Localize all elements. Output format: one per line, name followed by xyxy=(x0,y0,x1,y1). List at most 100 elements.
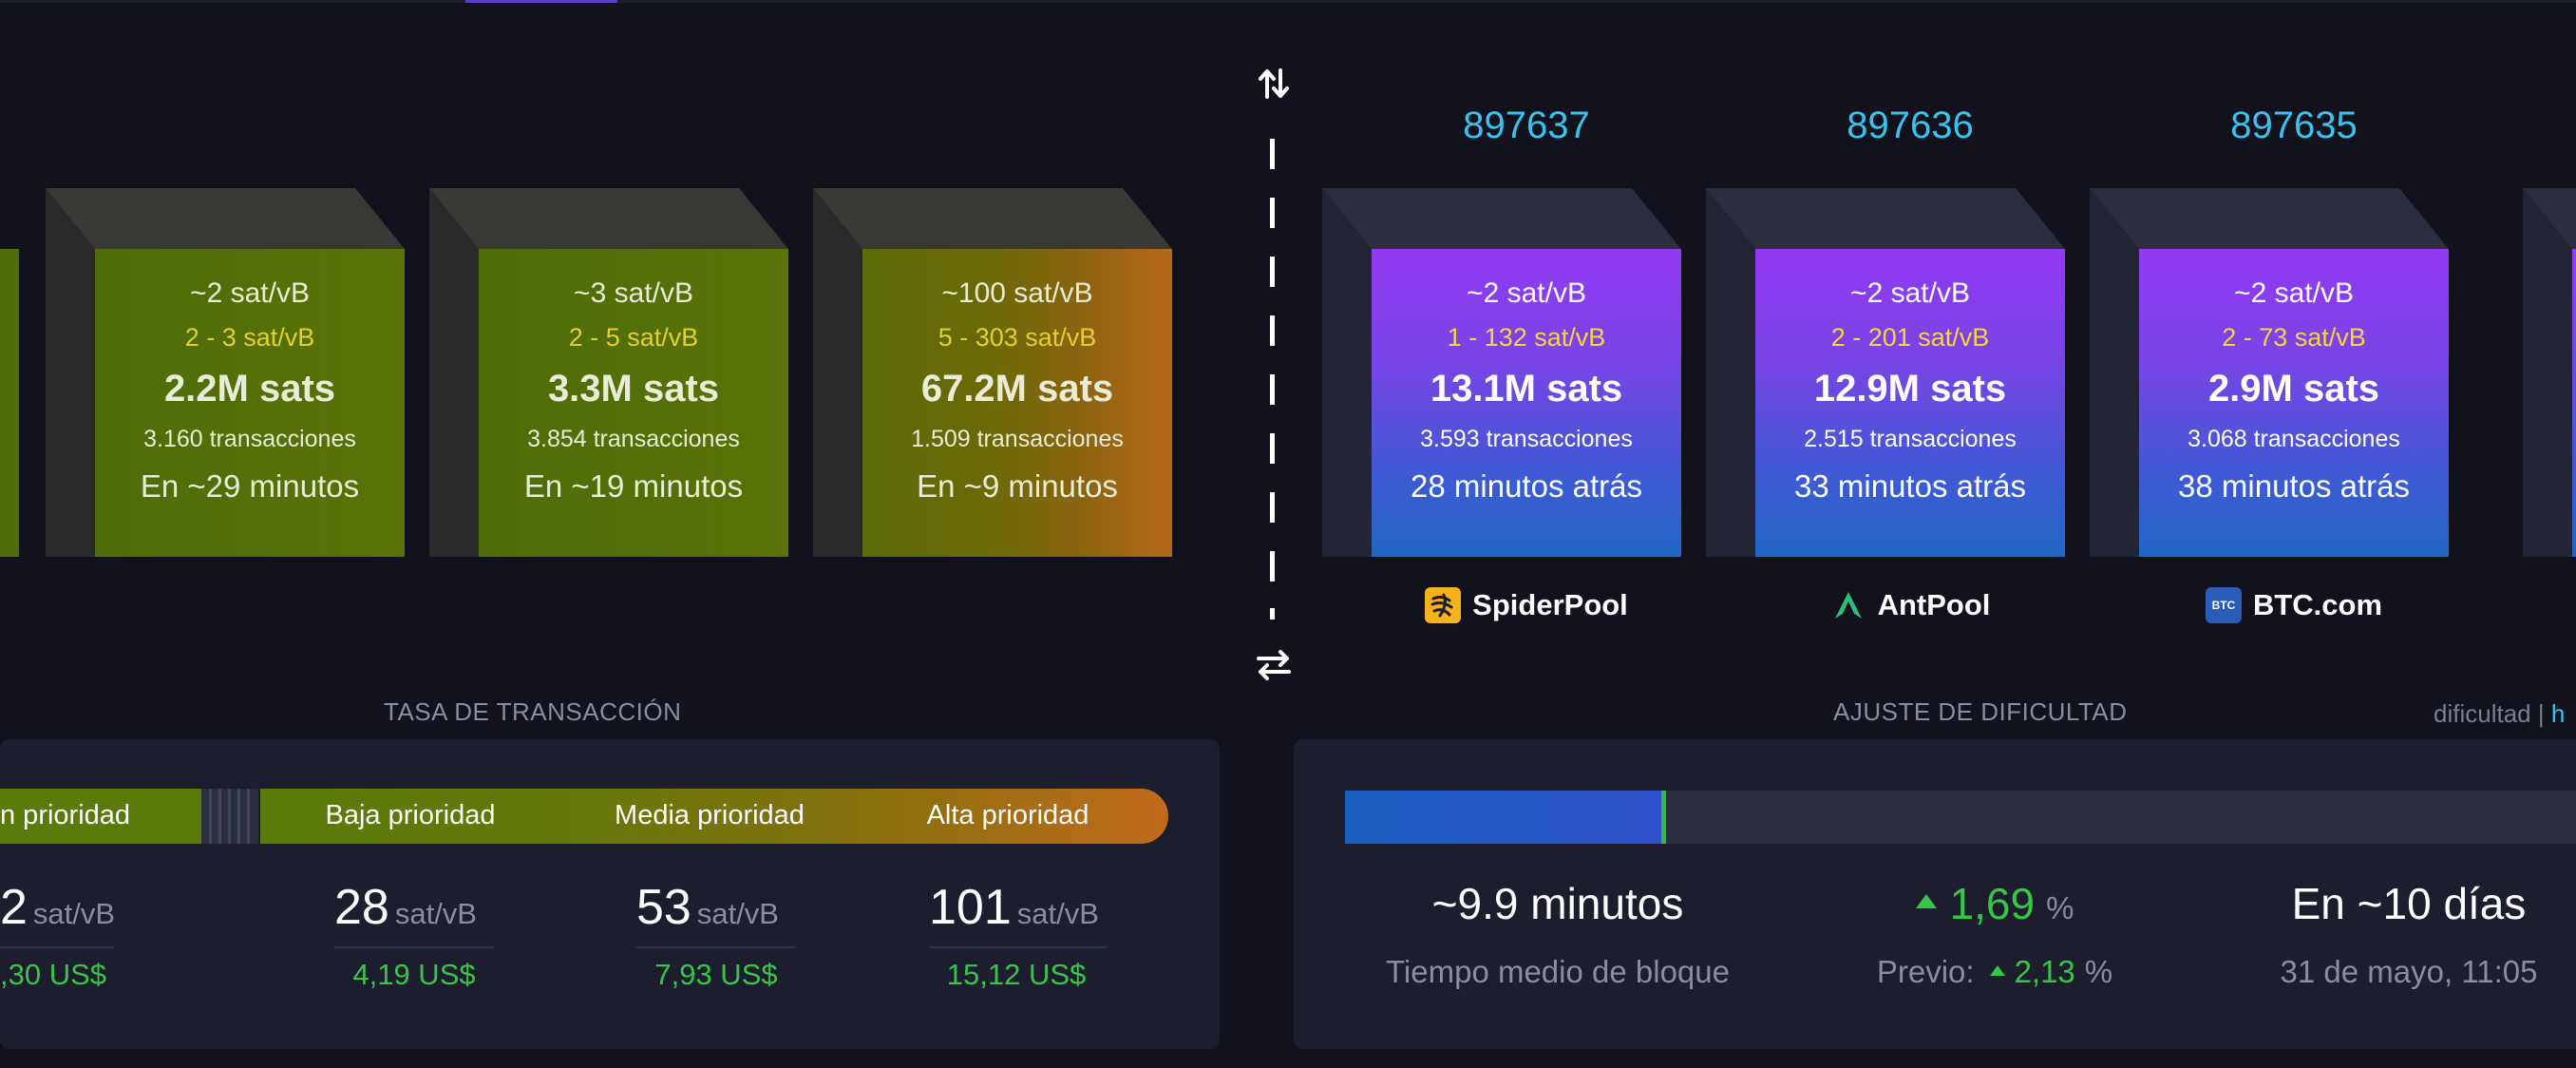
active-tab-indicator xyxy=(465,0,617,3)
fee-range: 5 - 303 sat/vB xyxy=(938,323,1097,352)
block-shading xyxy=(429,188,788,557)
mining-pool[interactable]: SpiderPool xyxy=(1372,587,1681,623)
priority-bar-gap xyxy=(201,789,258,844)
sort-arrows-icon[interactable] xyxy=(1255,65,1293,103)
block-size: 2.2M sats xyxy=(163,368,336,410)
tx-count: 3.593 transacciones xyxy=(1420,426,1633,452)
block-size: 12.9M sats xyxy=(1813,368,2007,410)
fee-unit: sat/vB xyxy=(32,897,116,930)
block-size: 3.3M sats xyxy=(547,368,720,410)
fee-number: 28 xyxy=(334,880,389,935)
difficulty-progress-marker xyxy=(1661,791,1666,844)
fee-range: 2 - 201 sat/vB xyxy=(1830,323,1990,352)
eta: En ~9 minutos xyxy=(917,468,1118,504)
mined-block[interactable]: ~2 sat/vB 1 - 132 sat/vB 13.1M sats 3.59… xyxy=(1322,188,1681,557)
fee-unit: sat/vB xyxy=(1016,897,1099,930)
fee-number: 2 xyxy=(0,880,28,935)
tx-count: 3.160 transacciones xyxy=(143,426,356,452)
median-fee: ~100 sat/vB xyxy=(941,277,1093,309)
fee-separator xyxy=(0,946,114,948)
previous-change: Previo: 2,13% xyxy=(1805,954,2185,990)
block-age: 28 minutos atrás xyxy=(1411,468,1642,504)
block-shading xyxy=(46,188,405,557)
retarget-date: 31 de mayo, 11:05 xyxy=(2280,954,2538,989)
fee-range: 1 - 132 sat/vB xyxy=(1447,323,1606,352)
avg-block-time: ~9.9 minutos xyxy=(1431,879,1684,928)
divider-dash xyxy=(1270,315,1275,346)
difficulty-section-title: AJUSTE DE DIFICULTAD xyxy=(1833,697,2128,726)
tx-count: 3.854 transacciones xyxy=(527,426,740,452)
eta: En ~19 minutos xyxy=(523,468,744,504)
mempool-block[interactable]: ~100 sat/vB 5 - 303 sat/vB 67.2M sats 1.… xyxy=(813,188,1172,557)
percent-sign: % xyxy=(2084,954,2113,989)
top-border xyxy=(0,0,2576,3)
divider-dash xyxy=(1270,139,1275,169)
antpool-logo-icon xyxy=(1830,587,1866,623)
mempool-block-partial[interactable] xyxy=(0,249,19,557)
mining-pool[interactable]: BTC BTC.com xyxy=(2139,587,2449,623)
block-size: 13.1M sats xyxy=(1430,368,1623,410)
fee-range: 2 - 73 sat/vB xyxy=(2222,323,2366,352)
block-height-link[interactable]: 897636 xyxy=(1847,105,1974,146)
mined-block-partial[interactable] xyxy=(2523,188,2576,557)
median-fee: ~2 sat/vB xyxy=(190,277,310,309)
divider-dash xyxy=(1270,492,1275,523)
percent-sign: % xyxy=(2046,890,2074,925)
median-fee: ~2 sat/vB xyxy=(1467,277,1586,309)
mempool-block[interactable]: ~3 sat/vB 2 - 5 sat/vB 3.3M sats 3.854 t… xyxy=(429,188,788,557)
hashrate-link-partial[interactable]: h xyxy=(2550,699,2566,728)
block-shading xyxy=(2090,188,2449,557)
fee-usd-low: 4,19 US$ xyxy=(352,958,476,991)
priority-bar xyxy=(260,789,1168,844)
mempool-block[interactable]: ~2 sat/vB 2 - 3 sat/vB 2.2M sats 3.160 t… xyxy=(46,188,405,557)
block-shading xyxy=(1706,188,2065,557)
tx-count: 3.068 transacciones xyxy=(2188,426,2400,452)
block-height-link[interactable]: 897635 xyxy=(2230,105,2358,146)
mining-pool[interactable]: AntPool xyxy=(1755,587,2065,623)
block-size: 2.9M sats xyxy=(2207,368,2380,410)
pool-name: AntPool xyxy=(1877,588,1991,621)
fee-value-none: 2 sat/vB xyxy=(0,879,115,936)
fee-usd-none: ,30 US$ xyxy=(0,958,107,991)
swap-arrows-icon[interactable] xyxy=(1255,646,1293,684)
block-shading xyxy=(813,188,1172,557)
fee-separator xyxy=(636,946,796,948)
block-age: 33 minutos atrás xyxy=(1794,468,2026,504)
pool-name: BTC.com xyxy=(2252,588,2383,621)
block-height-link[interactable]: 897637 xyxy=(1463,105,1590,146)
priority-label-medium: Media prioridad xyxy=(615,800,805,830)
divider-dash xyxy=(1270,257,1275,287)
difficulty-link-text[interactable]: dificultad xyxy=(2434,699,2531,728)
fee-usd-medium: 7,93 US$ xyxy=(654,958,778,991)
mined-block[interactable]: ~2 sat/vB 2 - 73 sat/vB 2.9M sats 3.068 … xyxy=(2090,188,2449,557)
fee-value-high: 101 sat/vB xyxy=(929,879,1099,936)
fee-separator xyxy=(929,946,1108,948)
difficulty-change: 1,69% xyxy=(1805,878,2185,929)
difficulty-link[interactable]: dificultad | h xyxy=(2434,699,2565,729)
previous-label: Previo: xyxy=(1876,954,1975,989)
difficulty-progress-fill xyxy=(1345,791,1665,844)
fee-range: 2 - 3 sat/vB xyxy=(184,323,315,352)
previous-value: 2,13 xyxy=(2014,954,2075,989)
fee-number: 53 xyxy=(636,880,691,935)
priority-label-none: n prioridad xyxy=(0,800,131,830)
eta: En ~29 minutos xyxy=(140,468,360,504)
divider-dash xyxy=(1270,608,1275,620)
priority-label-low: Baja prioridad xyxy=(325,800,496,830)
fee-value-medium: 53 sat/vB xyxy=(636,879,779,936)
tx-count: 1.509 transacciones xyxy=(911,426,1124,452)
pool-name: SpiderPool xyxy=(1472,588,1628,621)
median-fee: ~2 sat/vB xyxy=(2234,277,2354,309)
arrow-up-icon xyxy=(1989,964,2005,976)
fee-range: 2 - 5 sat/vB xyxy=(568,323,699,352)
fee-separator xyxy=(334,946,494,948)
fee-value-low: 28 sat/vB xyxy=(334,879,477,936)
block-age: 38 minutos atrás xyxy=(2178,468,2410,504)
spiderpool-logo-icon xyxy=(1425,587,1462,623)
median-fee: ~3 sat/vB xyxy=(574,277,693,309)
btccom-logo-icon: BTC xyxy=(2205,587,2242,623)
divider-dash xyxy=(1270,433,1275,464)
difficulty-change-value: 1,69 xyxy=(1949,879,2036,928)
arrow-up-icon xyxy=(1915,894,1937,909)
mined-block[interactable]: ~2 sat/vB 2 - 201 sat/vB 12.9M sats 2.51… xyxy=(1706,188,2065,557)
